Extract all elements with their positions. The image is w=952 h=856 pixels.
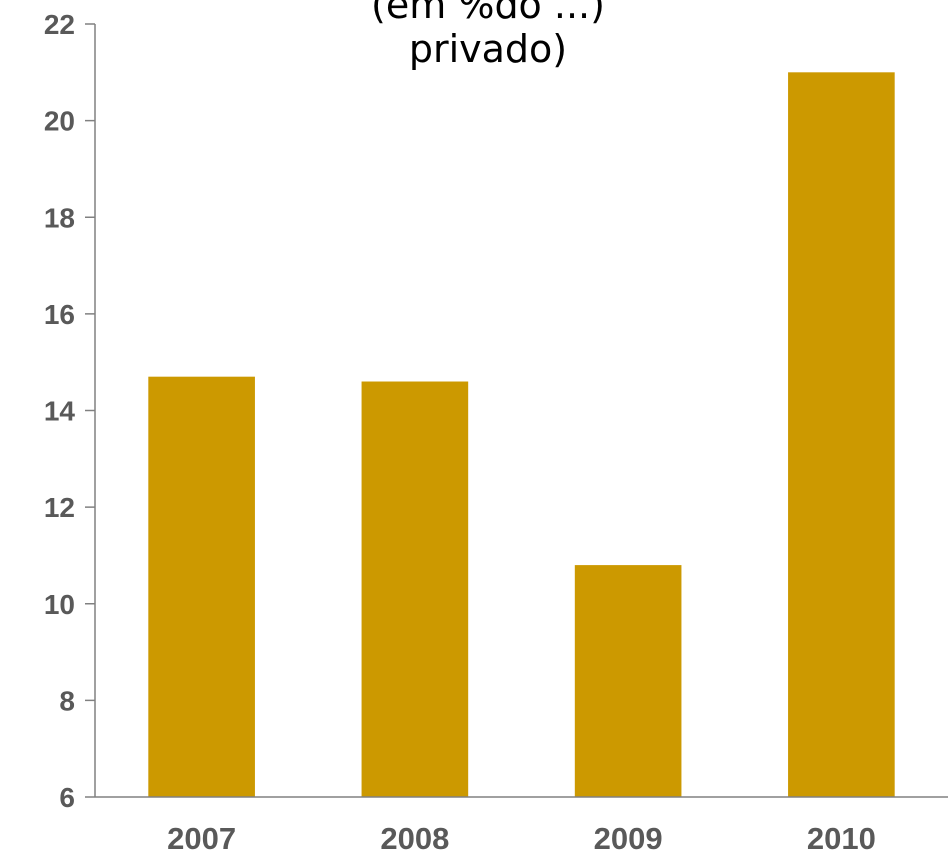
bar-2007 [148, 376, 255, 797]
x-axis: 2007 2008 2009 2010 [95, 796, 948, 856]
y-tick-label: 20 [44, 106, 75, 137]
x-tick-label: 2007 [167, 821, 236, 856]
bar-2008 [361, 381, 469, 797]
y-tick-label: 6 [59, 782, 75, 813]
chart-title-line-1: (em %do ...) [371, 0, 605, 27]
y-tick-label: 8 [59, 685, 75, 716]
y-tick-label: 22 [44, 9, 75, 40]
y-tick-label: 12 [44, 492, 75, 523]
x-tick-label: 2008 [380, 821, 449, 856]
x-tick-label: 2010 [807, 821, 876, 856]
y-tick-label: 18 [44, 202, 75, 233]
bar-series [148, 72, 895, 797]
bar-2009 [574, 565, 682, 797]
chart-title: (em %do ...) privado) [371, 0, 605, 71]
y-axis: 6 8 10 12 14 16 18 20 22 [44, 9, 96, 813]
y-tick-label: 10 [44, 589, 75, 620]
chart-title-line-2: privado) [409, 27, 567, 71]
y-tick-label: 14 [44, 396, 76, 427]
x-tick-label: 2009 [594, 821, 663, 856]
bar-2010 [788, 72, 895, 797]
y-tick-label: 16 [44, 299, 75, 330]
